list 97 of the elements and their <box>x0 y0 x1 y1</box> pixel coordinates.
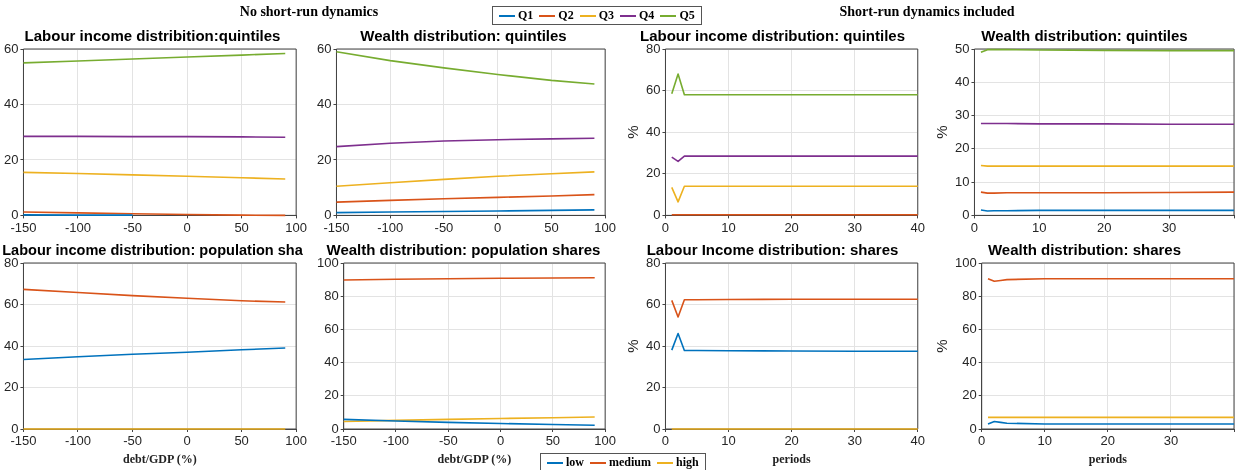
x-tick-label: -100 <box>382 433 409 449</box>
legend-label: high <box>675 455 699 470</box>
y-tick-label: 40 <box>3 96 19 112</box>
y-tick-label: 0 <box>962 206 970 222</box>
y-tick-label: 40 <box>324 354 339 370</box>
y-tick-label: 80 <box>962 287 977 303</box>
x-tick-label: -100 <box>377 219 404 235</box>
x-axis-title: debt/GDP (%) <box>437 451 512 466</box>
legend-label: Q1 <box>517 8 534 23</box>
x-tick-label: 10 <box>721 433 736 449</box>
x-tick-label: 0 <box>494 219 502 235</box>
x-tick-label: 0 <box>183 433 191 449</box>
x-axis-title: periods <box>1088 451 1128 466</box>
legend-label: medium <box>608 455 651 470</box>
legend-label: Q2 <box>557 8 574 23</box>
x-tick-label: -50 <box>123 433 142 449</box>
x-tick-label: 40 <box>910 433 925 449</box>
y-tick-label: 20 <box>645 165 661 181</box>
legend-label: Q4 <box>638 8 655 23</box>
text: No short-run dynamics <box>239 4 379 20</box>
x-tick-label: 100 <box>594 219 617 235</box>
y-tick-label: 0 <box>331 420 339 436</box>
y-tick-label: 0 <box>653 206 661 222</box>
x-tick-label: 10 <box>1037 433 1052 449</box>
x-tick-label: 50 <box>545 433 561 449</box>
text: Short-run dynamics included <box>839 4 1015 20</box>
x-tick-label: 30 <box>1161 219 1177 235</box>
x-tick-label: 100 <box>285 433 308 449</box>
chart-title: Wealth distribution: shares <box>987 241 1182 259</box>
x-tick-label: 50 <box>544 219 559 235</box>
y-tick-label: 0 <box>969 420 977 436</box>
x-tick-label: -150 <box>10 433 37 449</box>
x-tick-label: 10 <box>721 219 736 235</box>
y-tick-label: 40 <box>954 73 970 89</box>
chart-title: Wealth distribution: quintiles <box>981 27 1188 45</box>
y-tick-label: 100 <box>954 254 977 270</box>
x-axis-title: periods <box>772 451 811 466</box>
x-tick-label: -150 <box>323 219 350 235</box>
y-tick-label: 40 <box>645 123 661 139</box>
y-tick-label: 40 <box>316 96 332 112</box>
y-tick-label: 50 <box>954 40 970 56</box>
y-tick-label: 20 <box>316 151 332 167</box>
x-tick-label: 10 <box>1032 219 1047 235</box>
y-tick-label: 0 <box>11 206 19 222</box>
legend-label: Q3 <box>597 8 615 23</box>
y-tick-label: 20 <box>324 387 339 403</box>
x-tick-label: 0 <box>183 219 191 235</box>
legend-label: low <box>565 455 584 470</box>
x-tick-label: -150 <box>10 219 37 235</box>
x-tick-label: 50 <box>234 219 249 235</box>
x-tick-label: -50 <box>123 219 142 235</box>
chart-title: Wealth distribution: quintiles <box>360 27 567 45</box>
y-axis-title: % <box>624 339 642 353</box>
x-tick-label: 100 <box>594 433 617 449</box>
y-tick-label: 0 <box>11 420 19 436</box>
x-tick-label: 30 <box>1163 433 1179 449</box>
x-tick-label: -150 <box>330 433 357 449</box>
x-tick-label: 30 <box>847 219 862 235</box>
y-axis-title: % <box>624 125 642 139</box>
x-tick-label: -50 <box>434 219 454 235</box>
y-tick-label: 0 <box>324 206 332 222</box>
y-tick-label: 20 <box>3 379 19 395</box>
y-tick-label: 60 <box>962 320 977 336</box>
y-tick-label: 60 <box>316 40 332 56</box>
y-tick-label: 60 <box>3 40 19 56</box>
y-tick-label: 20 <box>962 387 977 403</box>
y-tick-label: 20 <box>3 151 19 167</box>
y-tick-label: 0 <box>653 420 661 436</box>
y-tick-label: 60 <box>3 296 19 312</box>
x-axis-title: debt/GDP (%) <box>122 451 197 466</box>
x-tick-label: 30 <box>847 433 862 449</box>
x-tick-label: -100 <box>64 219 92 235</box>
y-tick-label: 80 <box>324 287 339 303</box>
y-tick-label: 10 <box>954 173 970 189</box>
x-tick-label: 50 <box>234 433 249 449</box>
x-tick-label: 20 <box>1100 433 1116 449</box>
y-axis-title: % <box>933 125 951 139</box>
x-tick-label: 20 <box>784 433 799 449</box>
x-tick-label: 100 <box>285 219 308 235</box>
y-tick-label: 60 <box>324 320 339 336</box>
legend-label: Q5 <box>678 8 695 23</box>
chart-title: Labour income distribition:quintiles <box>24 27 281 45</box>
x-tick-label: 20 <box>784 219 799 235</box>
y-tick-label: 60 <box>645 82 661 98</box>
y-tick-label: 20 <box>645 379 661 395</box>
x-tick-label: 40 <box>910 219 925 235</box>
y-axis-title: % <box>933 339 951 353</box>
y-tick-label: 40 <box>962 354 977 370</box>
x-tick-label: 0 <box>496 433 505 449</box>
x-tick-label: -50 <box>438 433 458 449</box>
x-tick-label: -100 <box>64 433 92 449</box>
y-tick-label: 40 <box>3 337 19 353</box>
y-tick-label: 20 <box>954 140 970 156</box>
y-tick-label: 30 <box>954 107 970 123</box>
x-tick-label: 20 <box>1097 219 1112 235</box>
y-tick-label: 40 <box>645 337 661 353</box>
y-tick-label: 60 <box>645 296 661 312</box>
